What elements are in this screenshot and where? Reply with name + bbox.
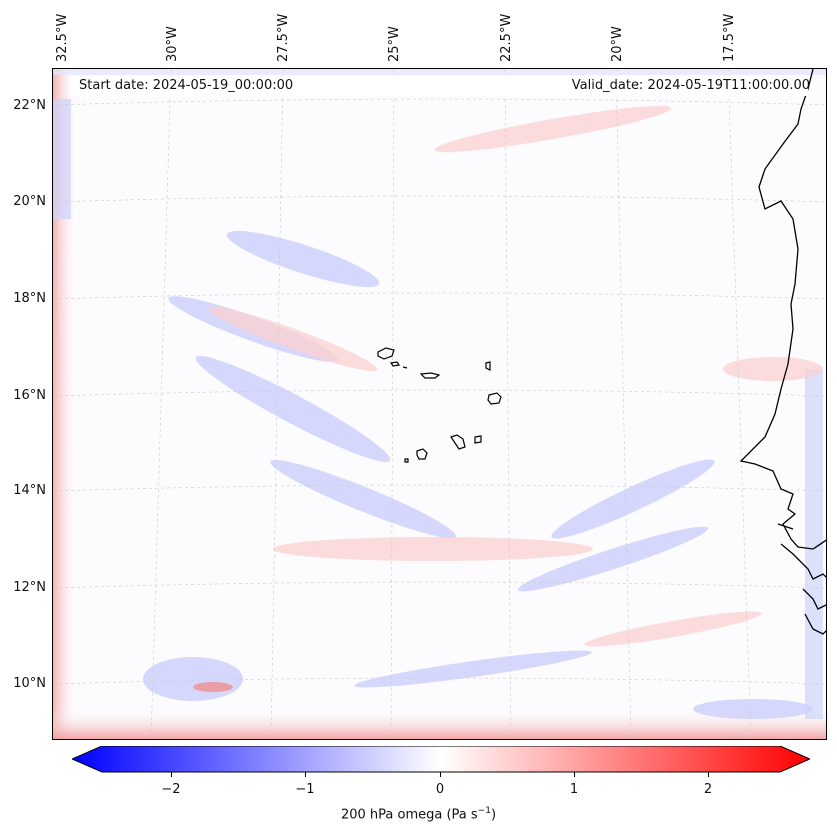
omega-field-svg [53, 69, 826, 739]
cb-tickmark [305, 772, 306, 777]
info-bar [70, 76, 808, 96]
lat-label-12n: 12°N [13, 580, 46, 595]
lat-label-22n: 22°N [13, 98, 46, 113]
graticule [53, 69, 826, 739]
cb-tick-label: −1 [295, 782, 315, 797]
cb-tickmark [171, 772, 172, 777]
lat-label-10n: 10°N [13, 676, 46, 691]
lat-label-16n: 16°N [13, 388, 46, 403]
lon-label-17.5w: 17.5°W [722, 13, 737, 62]
cb-tick-label: −2 [161, 782, 181, 797]
lat-label-20n: 20°N [13, 194, 46, 209]
positive-omega-bands [193, 105, 823, 692]
lon-label-30w: 30°W [165, 26, 180, 62]
negative-omega-bands [143, 230, 813, 719]
cb-tick-label: 1 [569, 782, 579, 797]
cb-tickmark [574, 772, 575, 777]
cb-tick-label: 0 [435, 782, 445, 797]
colorbar-label: 200 hPa omega (Pa s−1) [340, 806, 497, 823]
colorbar [70, 745, 812, 778]
lon-label-25w: 25°W [387, 26, 402, 62]
start-date-text: Start date: 2024-05-19_00:00:00 [79, 78, 294, 93]
lat-label-18n: 18°N [13, 291, 46, 306]
valid-date-text: Valid_date: 2024-05-19T11:00:00.00 [571, 78, 810, 93]
lat-label-14n: 14°N [13, 483, 46, 498]
cape-verde-islands [377, 347, 502, 463]
cb-tickmark [440, 772, 441, 777]
colorbar-svg [70, 745, 812, 773]
africa-coastline [739, 69, 826, 635]
lon-label-20w: 20°W [610, 26, 625, 62]
lon-label-27.5w: 27.5°W [276, 13, 291, 62]
lon-label-32.5w: 32.5°W [55, 13, 70, 62]
cb-tickmark [708, 772, 709, 777]
cb-tick-label: 2 [703, 782, 713, 797]
omega-map [52, 68, 827, 740]
bottom-boundary-band [53, 709, 826, 739]
lon-label-22.5w: 22.5°W [499, 13, 514, 62]
